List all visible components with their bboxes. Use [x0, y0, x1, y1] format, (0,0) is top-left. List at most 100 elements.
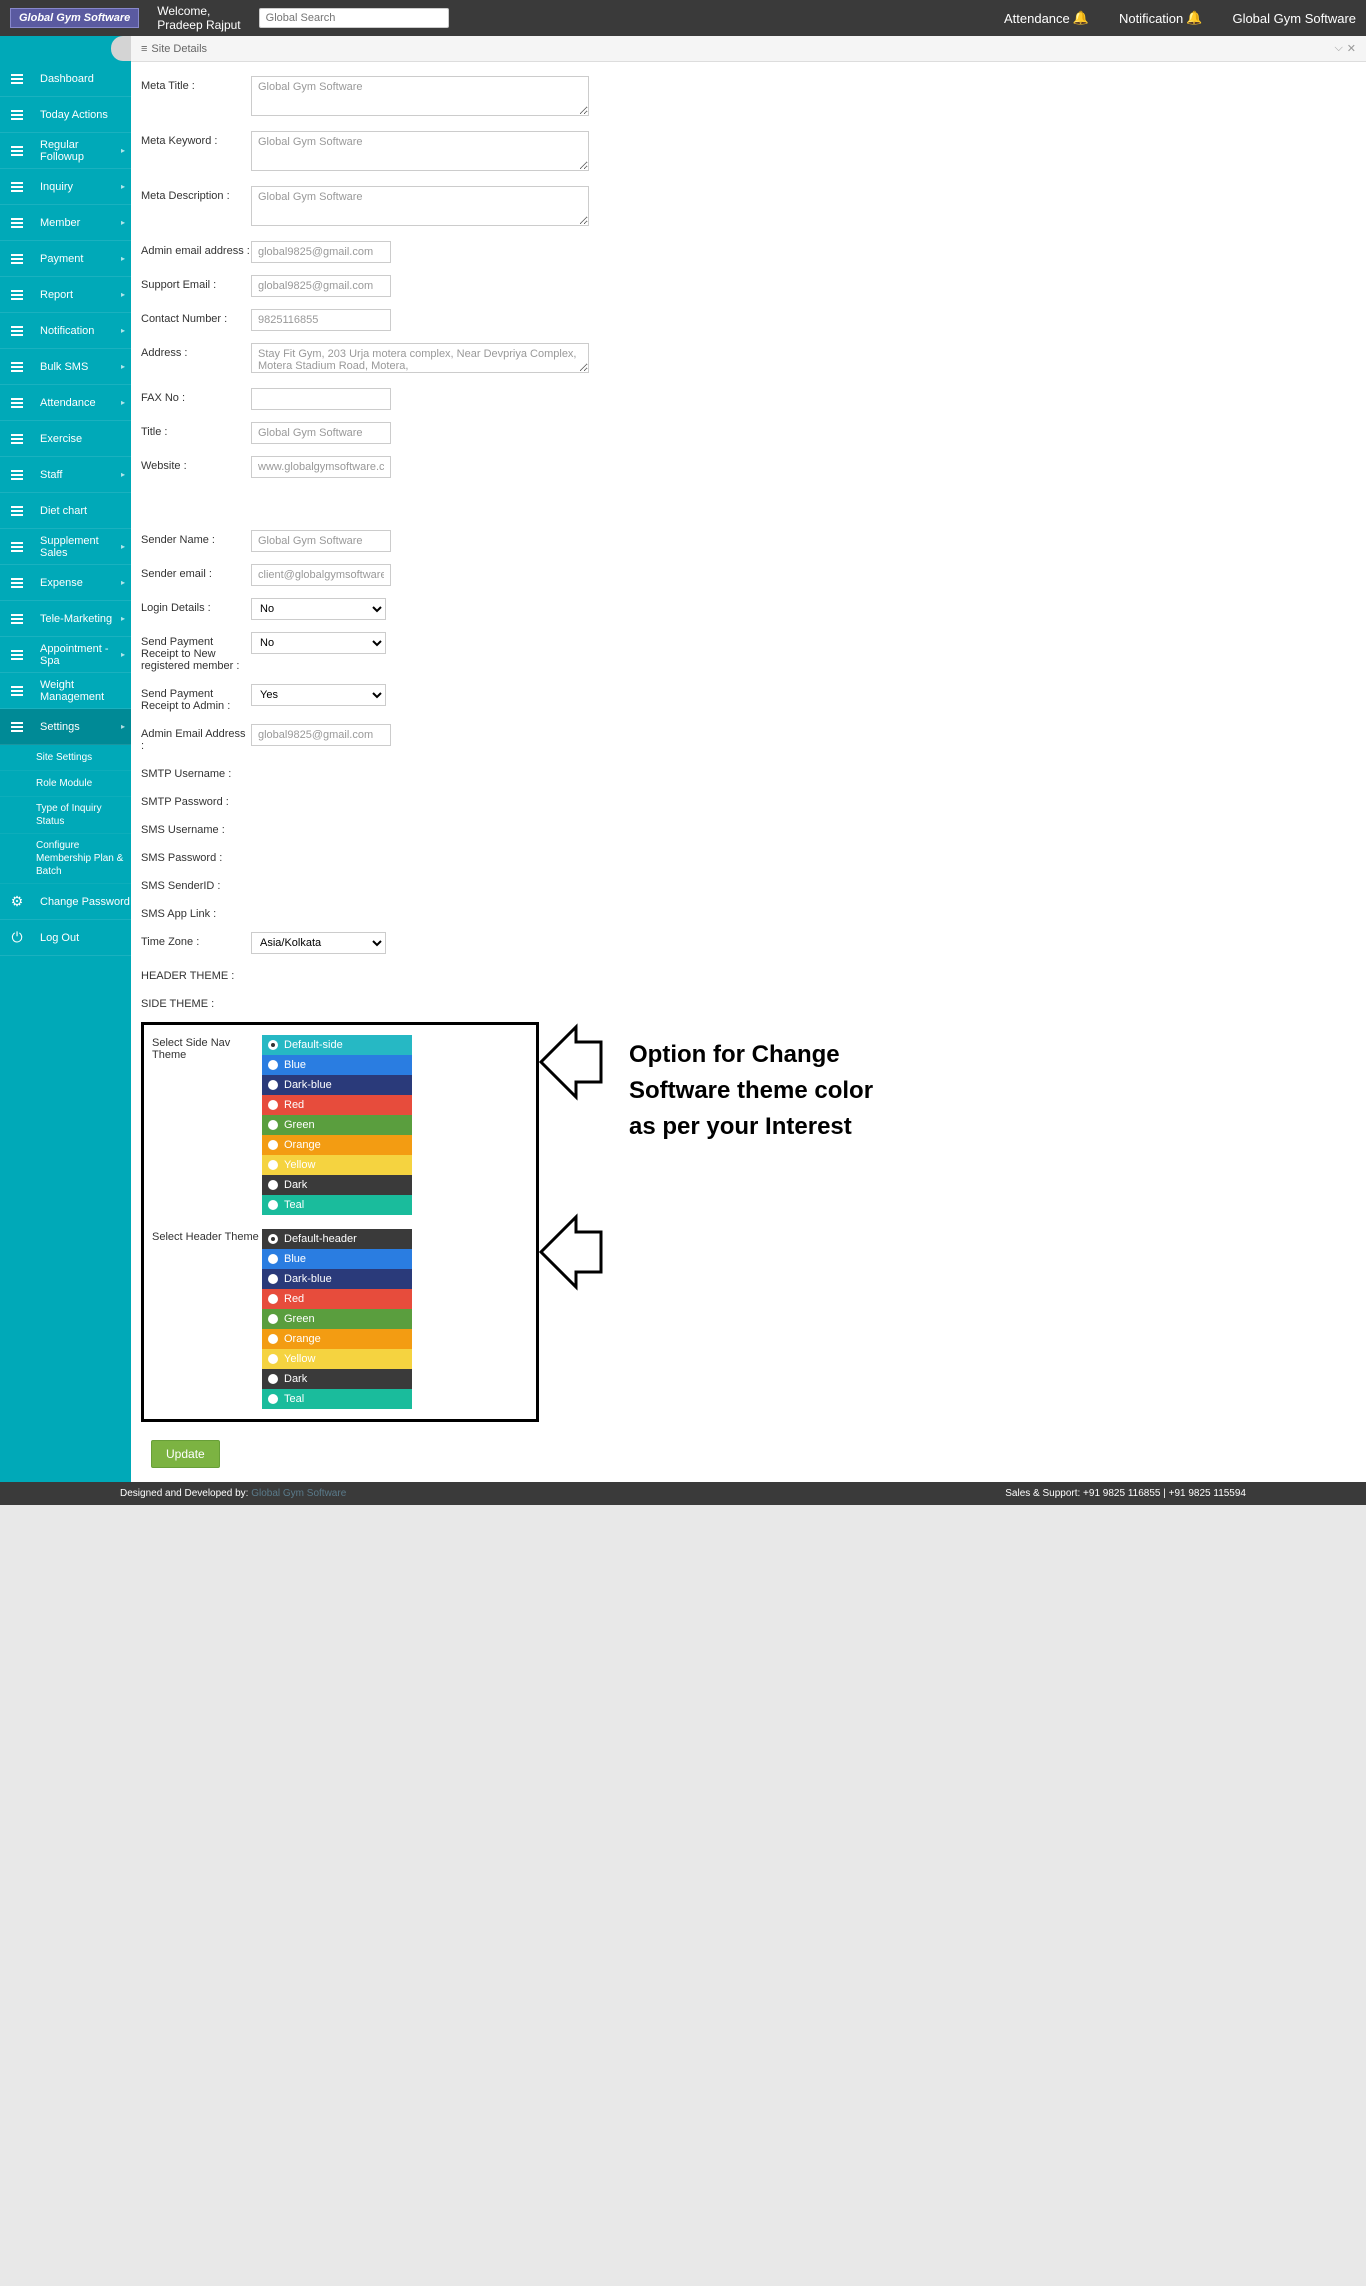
- meta-desc-input[interactable]: Global Gym Software: [251, 186, 589, 226]
- meta-keyword-label: Meta Keyword :: [141, 131, 251, 147]
- sidebar-item-7[interactable]: Notification▸: [0, 313, 131, 349]
- meta-keyword-input[interactable]: Global Gym Software: [251, 131, 589, 171]
- sidebar-item-14[interactable]: Expense▸: [0, 565, 131, 601]
- sidebar-item-8[interactable]: Bulk SMS▸: [0, 349, 131, 385]
- nav-label: Regular Followup: [34, 139, 121, 163]
- meta-title-input[interactable]: Global Gym Software: [251, 76, 589, 116]
- power-icon: ⏻: [11, 929, 22, 946]
- sidebar-top: [0, 36, 131, 61]
- notification-link[interactable]: Notification 🔔: [1119, 10, 1203, 26]
- attendance-link[interactable]: Attendance 🔔: [1004, 10, 1089, 26]
- theme-option-2[interactable]: Dark-blue: [262, 1269, 412, 1289]
- send-receipt-admin-select[interactable]: Yes: [251, 684, 386, 706]
- sidebar-item-0[interactable]: Dashboard: [0, 61, 131, 97]
- sidebar-item-17[interactable]: Weight Management: [0, 673, 131, 709]
- sidebar-item-12[interactable]: Diet chart: [0, 493, 131, 529]
- sidebar-item-3[interactable]: Inquiry▸: [0, 169, 131, 205]
- theme-option-1[interactable]: Blue: [262, 1249, 412, 1269]
- timezone-select[interactable]: Asia/Kolkata: [251, 932, 386, 954]
- collapse-icon[interactable]: ⌵: [1334, 42, 1342, 55]
- radio-icon: [268, 1334, 278, 1344]
- sender-email-input[interactable]: [251, 564, 391, 586]
- sidebar-item-5[interactable]: Payment▸: [0, 241, 131, 277]
- welcome-line2: Pradeep Rajput: [157, 18, 240, 32]
- theme-option-0[interactable]: Default-side: [262, 1035, 412, 1055]
- sidebar-sub-item-2[interactable]: Type of Inquiry Status: [0, 797, 131, 834]
- admin-email-input[interactable]: [251, 241, 391, 263]
- smtp-pass-label: SMTP Password :: [141, 792, 251, 808]
- title-label: Title :: [141, 422, 251, 438]
- theme-option-5[interactable]: Orange: [262, 1135, 412, 1155]
- contact-input[interactable]: [251, 309, 391, 331]
- chevron-right-icon: ▸: [121, 326, 125, 335]
- sidebar-sub-item-3[interactable]: Configure Membership Plan & Batch: [0, 834, 131, 884]
- theme-label: Orange: [284, 1333, 321, 1345]
- sidebar-sub-item-0[interactable]: Site Settings: [0, 745, 131, 771]
- chevron-right-icon: ▸: [121, 254, 125, 263]
- fax-input[interactable]: [251, 388, 391, 410]
- theme-label: Dark: [284, 1179, 307, 1191]
- theme-option-7[interactable]: Dark: [262, 1175, 412, 1195]
- change-password-item[interactable]: ⚙ Change Password: [0, 884, 131, 920]
- theme-option-3[interactable]: Red: [262, 1289, 412, 1309]
- theme-option-1[interactable]: Blue: [262, 1055, 412, 1075]
- theme-option-8[interactable]: Teal: [262, 1195, 412, 1215]
- meta-title-label: Meta Title :: [141, 76, 251, 92]
- sidebar-item-6[interactable]: Report▸: [0, 277, 131, 313]
- radio-icon: [268, 1040, 278, 1050]
- header-theme-options: Default-header Blue Dark-blueRed Green Orang…: [262, 1229, 528, 1409]
- theme-option-4[interactable]: Green: [262, 1115, 412, 1135]
- theme-option-5[interactable]: Orange: [262, 1329, 412, 1349]
- radio-icon: [268, 1080, 278, 1090]
- theme-label: Blue: [284, 1253, 306, 1265]
- sidebar-item-4[interactable]: Member▸: [0, 205, 131, 241]
- sms-pass-label: SMS Password :: [141, 848, 251, 864]
- annotation-wrap: Select Side Nav Theme Default-sideBlueDa…: [141, 1022, 1356, 1422]
- login-details-select[interactable]: No: [251, 598, 386, 620]
- theme-option-0[interactable]: Default-header: [262, 1229, 412, 1249]
- hamburger-icon: [0, 578, 34, 588]
- close-icon[interactable]: ✕: [1347, 42, 1356, 55]
- theme-label: Green: [284, 1313, 315, 1325]
- hamburger-icon: [0, 326, 34, 336]
- theme-option-2[interactable]: Dark-blue: [262, 1075, 412, 1095]
- chevron-right-icon: ▸: [121, 218, 125, 227]
- global-search-input[interactable]: [259, 8, 449, 28]
- footer-link[interactable]: Global Gym Software: [251, 1488, 346, 1499]
- sidebar-item-16[interactable]: Appointment - Spa▸: [0, 637, 131, 673]
- theme-option-3[interactable]: Red: [262, 1095, 412, 1115]
- sidebar-item-10[interactable]: Exercise: [0, 421, 131, 457]
- theme-option-4[interactable]: Green: [262, 1309, 412, 1329]
- nav-label: Weight Management: [34, 679, 131, 703]
- arrow-svg: [536, 1022, 606, 1402]
- admin-email2-input[interactable]: [251, 724, 391, 746]
- theme-option-7[interactable]: Dark: [262, 1369, 412, 1389]
- address-input[interactable]: Stay Fit Gym, 203 Urja motera complex, N…: [251, 343, 589, 373]
- send-receipt-member-select[interactable]: No: [251, 632, 386, 654]
- sidebar-sub-item-1[interactable]: Role Module: [0, 771, 131, 797]
- sidebar-item-18[interactable]: Settings▸: [0, 709, 131, 745]
- chevron-right-icon: ▸: [121, 398, 125, 407]
- support-email-input[interactable]: [251, 275, 391, 297]
- theme-label: Default-side: [284, 1039, 343, 1051]
- title-input[interactable]: [251, 422, 391, 444]
- sidebar-item-15[interactable]: Tele-Marketing▸: [0, 601, 131, 637]
- radio-icon: [268, 1100, 278, 1110]
- sidebar-item-9[interactable]: Attendance▸: [0, 385, 131, 421]
- theme-option-6[interactable]: Yellow: [262, 1349, 412, 1369]
- sender-name-input[interactable]: [251, 530, 391, 552]
- sidebar-item-11[interactable]: Staff▸: [0, 457, 131, 493]
- sidebar-item-1[interactable]: Today Actions: [0, 97, 131, 133]
- header-theme-label: HEADER THEME :: [141, 966, 251, 982]
- footer: Designed and Developed by: Global Gym So…: [0, 1482, 1366, 1505]
- logout-item[interactable]: ⏻ Log Out: [0, 920, 131, 956]
- website-input[interactable]: [251, 456, 391, 478]
- hamburger-icon: [0, 398, 34, 408]
- sidebar-item-13[interactable]: Supplement Sales▸: [0, 529, 131, 565]
- sidebar-item-2[interactable]: Regular Followup▸: [0, 133, 131, 169]
- theme-option-6[interactable]: Yellow: [262, 1155, 412, 1175]
- update-button[interactable]: Update: [151, 1440, 220, 1468]
- radio-icon: [268, 1160, 278, 1170]
- theme-option-8[interactable]: Teal: [262, 1389, 412, 1409]
- chevron-right-icon: ▸: [121, 362, 125, 371]
